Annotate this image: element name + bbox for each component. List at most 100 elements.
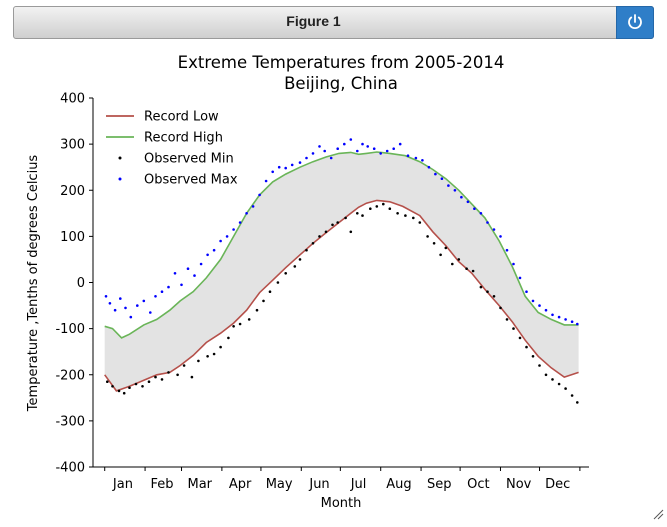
data-point-observed-max: [245, 212, 248, 215]
x-tick-label: Apr: [229, 477, 252, 492]
data-point-observed-max: [173, 272, 177, 275]
data-point-observed-min: [268, 290, 272, 294]
y-tick-label: 400: [60, 92, 85, 107]
data-point-observed-max: [372, 147, 376, 150]
data-point-observed-min: [324, 230, 328, 234]
data-point-observed-max: [136, 304, 139, 307]
data-point-observed-max: [379, 152, 383, 155]
data-point-observed-max: [108, 302, 112, 305]
data-point-observed-min: [557, 382, 561, 386]
x-tick-label: Feb: [150, 477, 173, 492]
y-tick-label: 300: [60, 138, 85, 153]
data-point-observed-min: [432, 242, 436, 245]
data-point-observed-max: [518, 276, 522, 280]
data-point-observed-min: [262, 299, 265, 303]
data-point-observed-min: [465, 267, 468, 271]
data-point-observed-min: [564, 387, 567, 390]
data-point-observed-min: [525, 345, 528, 349]
data-point-observed-max: [427, 165, 431, 169]
data-point-observed-min: [361, 214, 364, 217]
window-title: Figure 1: [286, 13, 341, 29]
data-point-observed-min: [255, 308, 259, 312]
data-point-observed-max: [142, 299, 146, 303]
data-point-observed-min: [486, 290, 489, 294]
y-tick-label: 200: [60, 184, 85, 199]
data-point-observed-max: [512, 262, 515, 266]
data-point-observed-min: [388, 207, 392, 210]
data-point-observed-min: [349, 230, 353, 234]
data-point-observed-max: [361, 142, 364, 146]
data-point-observed-max: [232, 228, 235, 231]
data-point-observed-min: [570, 394, 574, 397]
data-point-observed-max: [154, 295, 157, 298]
data-point-observed-max: [414, 156, 418, 160]
data-point-observed-min: [576, 401, 579, 404]
data-point-observed-min: [404, 214, 407, 217]
data-point-observed-max: [271, 170, 275, 174]
data-point-observed-max: [264, 179, 268, 183]
data-point-observed-max: [551, 313, 554, 317]
data-point-observed-min: [147, 380, 151, 384]
x-tick-label: May: [266, 477, 293, 492]
data-point-observed-max: [160, 290, 164, 294]
power-icon: [628, 14, 642, 29]
data-point-observed-max: [336, 147, 340, 150]
data-point-observed-min: [284, 272, 288, 275]
data-point-observed-max: [104, 295, 108, 298]
data-point-observed-max: [290, 163, 294, 167]
data-point-observed-min: [331, 223, 334, 227]
legend-swatch: [118, 156, 122, 160]
data-point-observed-min: [176, 373, 179, 377]
x-tick-label: Mar: [187, 477, 212, 492]
data-point-observed-min: [238, 322, 242, 326]
data-point-observed-max: [149, 311, 152, 314]
power-button[interactable]: [616, 6, 654, 39]
x-tick-label: Dec: [545, 477, 570, 492]
y-tick-label: -100: [55, 322, 85, 337]
data-point-observed-min: [492, 295, 496, 298]
data-point-observed-max: [113, 308, 117, 312]
data-point-observed-min: [499, 306, 502, 310]
data-point-observed-min: [128, 386, 131, 390]
data-point-observed-min: [182, 364, 186, 367]
y-tick-label: -300: [55, 414, 85, 429]
chart-title: Extreme Temperatures from 2005-2014: [178, 53, 505, 72]
data-point-observed-max: [199, 262, 203, 266]
data-point-observed-max: [434, 172, 437, 176]
data-point-observed-max: [492, 228, 496, 231]
data-point-observed-max: [193, 274, 196, 277]
x-tick-label: Aug: [386, 477, 411, 492]
x-tick-label: Jul: [350, 477, 367, 492]
data-point-observed-max: [186, 267, 190, 271]
data-point-observed-min: [122, 391, 126, 395]
data-point-observed-max: [576, 322, 579, 326]
data-point-observed-min: [544, 373, 548, 377]
data-point-observed-max: [479, 212, 483, 215]
data-point-observed-min: [111, 385, 114, 388]
data-point-observed-max: [460, 195, 463, 199]
data-point-observed-min: [305, 248, 308, 252]
data-point-observed-min: [154, 375, 157, 379]
data-point-observed-max: [206, 253, 209, 257]
y-tick-label: 0: [77, 276, 85, 291]
data-point-observed-min: [412, 216, 415, 220]
data-point-observed-max: [323, 149, 327, 153]
x-axis-label: Month: [321, 496, 362, 511]
data-point-observed-min: [106, 380, 109, 384]
data-point-observed-max: [525, 290, 528, 294]
chart-subtitle: Beijing, China: [284, 74, 398, 93]
plot-area: -400 -300 -200 -100 0 100 200 300 400 Jan Feb Mar Ap…: [55, 92, 589, 492]
data-point-observed-min: [512, 327, 515, 330]
data-point-observed-max: [225, 235, 229, 238]
data-point-observed-min: [451, 262, 454, 266]
resize-grip-icon[interactable]: [652, 508, 664, 520]
data-point-observed-max: [318, 145, 321, 148]
data-point-observed-max: [180, 283, 183, 287]
chart: Extreme Temperatures from 2005-2014 Beij…: [26, 53, 589, 511]
data-point-observed-min: [505, 318, 509, 321]
data-point-observed-min: [206, 355, 209, 358]
data-point-observed-min: [160, 378, 164, 381]
data-point-observed-min: [318, 235, 321, 238]
data-point-observed-min: [247, 318, 251, 321]
data-point-observed-max: [385, 149, 389, 153]
